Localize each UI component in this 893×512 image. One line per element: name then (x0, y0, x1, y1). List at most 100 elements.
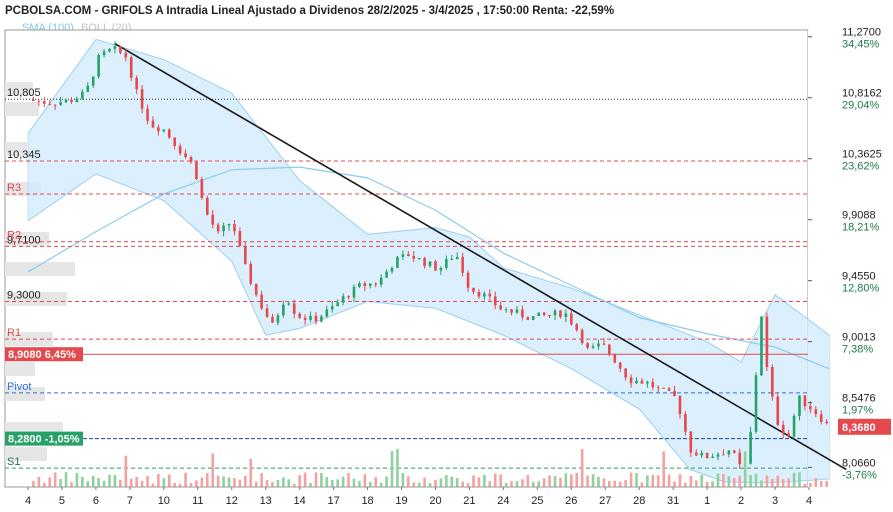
volume-bar (162, 478, 166, 487)
volume-bar (613, 480, 617, 487)
volume-bar (499, 474, 502, 487)
volume-bar (553, 476, 557, 487)
volume-bar (157, 473, 160, 487)
candle-body (526, 317, 530, 321)
x-tick-label: 12 (226, 495, 238, 507)
volume-bar (439, 478, 443, 487)
level-label-10345: 10,345 (7, 149, 41, 161)
volume-bar (570, 474, 573, 487)
volume-bar (684, 482, 687, 487)
volume-bar (678, 474, 682, 487)
candle-body (91, 76, 95, 86)
candle-body (542, 312, 546, 315)
candle-body (477, 291, 481, 297)
volume-bar (488, 481, 492, 487)
volume-bar (825, 481, 828, 487)
candle-body (70, 100, 73, 103)
candle-body (629, 377, 633, 384)
candle-body (580, 330, 584, 344)
volume-bar (591, 474, 595, 487)
x-tick-label: 2 (738, 495, 744, 507)
volume-bar (749, 474, 752, 487)
volume-bar (417, 482, 421, 487)
volume-bar (445, 475, 448, 487)
level-label-s1: S1 (7, 456, 20, 468)
volume-bar (314, 472, 318, 487)
candle-body (184, 153, 187, 158)
volume-bar (216, 475, 220, 487)
candle-body (48, 103, 52, 105)
volume-bar (287, 479, 291, 487)
candle-body (570, 313, 573, 325)
volume-bar (575, 472, 579, 487)
volume-bar (108, 474, 111, 487)
volume-bar (374, 477, 378, 487)
volume-bar (537, 481, 541, 487)
candle-body (548, 314, 551, 316)
x-tick-label: 6 (93, 495, 99, 507)
candle-body (656, 387, 660, 389)
candle-body (309, 315, 312, 320)
volume-bar (466, 483, 470, 487)
volume-bar (765, 475, 769, 487)
volume-bar (597, 476, 600, 487)
candle-body (521, 309, 524, 318)
volume-bar (260, 473, 263, 487)
candle-body (390, 267, 394, 272)
volume-bar (341, 476, 345, 487)
candle-body (178, 145, 182, 154)
volume-bar (97, 478, 100, 487)
candle-body (749, 431, 752, 464)
price-badge (5, 347, 83, 362)
volume-bar (233, 477, 236, 487)
candle-body (385, 271, 388, 278)
candle-body (466, 272, 470, 288)
candle-body (537, 312, 541, 317)
candle-body (564, 313, 568, 317)
candle-body (129, 57, 133, 78)
y-tick-label: 8,0660 (842, 457, 876, 469)
candle-body (276, 315, 280, 323)
volume-bar (189, 483, 193, 487)
candle-body (700, 452, 703, 456)
volume-bar (59, 478, 62, 487)
y-tick-label: 11,2700 (842, 27, 881, 39)
y-tick-pct: 7,38% (842, 344, 873, 356)
volume-bar (646, 475, 649, 487)
volume-bar (358, 481, 361, 487)
candle-body (238, 231, 242, 247)
volume-bar (227, 477, 231, 487)
candle-body (368, 283, 372, 286)
volume-bar (798, 472, 801, 487)
price-badge (5, 431, 83, 446)
candle-body (320, 316, 323, 322)
candle-body (776, 396, 780, 425)
volume-bar (298, 475, 301, 487)
candle-body (602, 343, 606, 345)
candle-body (771, 367, 774, 397)
candle-body (108, 48, 111, 52)
candle-body (439, 268, 443, 271)
volume-bar (407, 476, 410, 487)
volume-bar (401, 473, 405, 487)
y-tick-pct: 23,62% (842, 161, 880, 173)
candle-body (515, 309, 519, 313)
candle-body (531, 316, 535, 321)
candle-body (493, 296, 497, 306)
level-label-10805: 10,805 (7, 87, 41, 99)
volume-bar (412, 482, 416, 487)
candle-body (265, 308, 269, 317)
volume-bar (434, 480, 437, 487)
volume-bar (694, 480, 698, 487)
candle-body (417, 258, 421, 260)
x-tick-label: 3 (772, 495, 778, 507)
level-label-r1: R1 (7, 327, 21, 339)
candle-body (819, 414, 823, 422)
volume-bar (249, 458, 253, 487)
candle-body (597, 343, 600, 347)
volume-bar (662, 451, 665, 487)
candle-body (211, 214, 215, 225)
volume-bar (809, 482, 812, 487)
candle-body (591, 346, 595, 348)
